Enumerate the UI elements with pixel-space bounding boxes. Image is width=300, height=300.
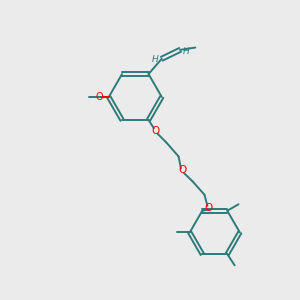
Text: O: O: [205, 203, 213, 213]
Text: H: H: [152, 55, 159, 64]
Text: O: O: [95, 92, 103, 102]
Text: O: O: [178, 165, 187, 175]
Text: O: O: [151, 125, 159, 136]
Text: H: H: [183, 47, 190, 56]
